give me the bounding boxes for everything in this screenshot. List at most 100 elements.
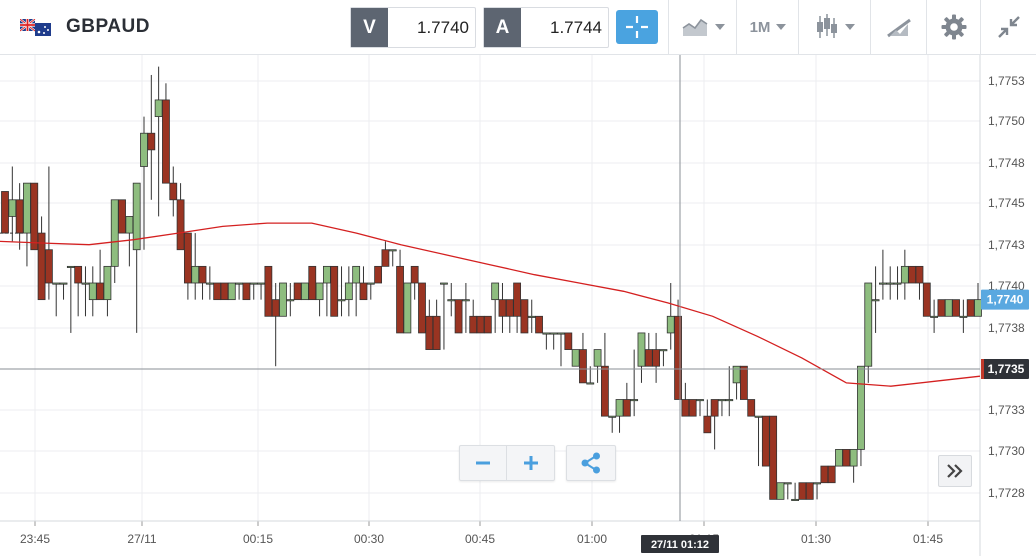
y-tick-label: 1,7733 [988, 403, 1025, 417]
chevron-down-icon [715, 24, 725, 30]
candle-body-up [81, 282, 90, 285]
candle-body-down [198, 265, 207, 284]
candle-body-up [886, 282, 895, 285]
candle-body-down [520, 299, 529, 334]
candle [871, 266, 880, 333]
candle-body-up [718, 399, 726, 402]
candle-body-up [571, 349, 580, 367]
candle [652, 332, 661, 383]
candle [271, 283, 280, 367]
candle-body-down [308, 265, 317, 301]
candle-body-up [235, 282, 244, 285]
area-chart-icon [682, 18, 708, 36]
candle-body-down [396, 265, 404, 334]
candle-body-up [132, 182, 141, 251]
candle [59, 282, 68, 300]
candle-body-up [754, 415, 763, 418]
instrument-symbol[interactable]: GBPAUD [66, 16, 150, 37]
y-tick-label: 1,7728 [988, 486, 1025, 500]
candle-body-down [176, 199, 185, 251]
candle-body-up [930, 315, 939, 318]
candle-body-down [908, 265, 917, 284]
drawing-tools-button[interactable] [870, 0, 927, 54]
candle-body-down [820, 465, 829, 484]
candle [579, 332, 587, 384]
candle [476, 315, 485, 334]
candle-body-up [352, 265, 361, 284]
scroll-to-latest-button[interactable] [938, 455, 972, 487]
candle-body-down [469, 315, 478, 334]
candle-body-up [593, 349, 602, 367]
candle [600, 332, 609, 417]
y-tick-label: 1,7730 [988, 444, 1025, 458]
candle-body-down [739, 365, 748, 400]
y-tick-label: 1,7750 [988, 114, 1025, 128]
candle-body-down [915, 265, 924, 284]
candle [930, 299, 939, 333]
candle [622, 382, 631, 417]
candle [864, 282, 873, 383]
candle [469, 299, 478, 334]
candle-body-down [271, 299, 280, 317]
timeframe-dropdown[interactable]: 1M [736, 0, 799, 54]
candle [761, 415, 770, 467]
crosshair-button[interactable] [616, 10, 658, 44]
candle [118, 199, 126, 234]
candle [447, 283, 456, 317]
price-chart[interactable]: 1,77531,77501,77481,77451,77431,77401,77… [0, 55, 1036, 556]
candle-body-down [242, 282, 251, 301]
candle-body-up [249, 282, 258, 285]
candle [805, 482, 814, 500]
candle [125, 216, 134, 267]
collapse-icon [998, 16, 1020, 38]
candle [169, 166, 178, 217]
candle [301, 282, 309, 301]
candle-body-up [440, 282, 448, 285]
candle [769, 415, 778, 500]
candle-body-down [15, 199, 24, 234]
chart-type-dropdown[interactable] [668, 0, 737, 54]
share-button[interactable] [567, 446, 615, 480]
candle [718, 399, 726, 417]
candle-body-up [637, 332, 646, 367]
gb-au-flag-icon [20, 19, 51, 36]
sell-price-button[interactable]: V 1.7740 [350, 7, 476, 48]
candle-body-down [169, 182, 178, 201]
candle-body-down [374, 265, 383, 284]
candle-body-up [88, 282, 97, 301]
candle-body-up [191, 265, 200, 284]
candle-body-up [776, 482, 785, 500]
candle [154, 66, 163, 217]
zoom-in-button[interactable] [507, 446, 554, 480]
candle [674, 299, 682, 400]
candle-style-dropdown[interactable] [798, 0, 871, 54]
collapse-button[interactable] [980, 0, 1036, 54]
candle-body-down [410, 265, 419, 284]
share-controls [566, 445, 616, 481]
candle [915, 265, 924, 300]
candle [213, 282, 222, 301]
candle-body-up [893, 282, 902, 285]
candle-body-down [681, 399, 690, 417]
candle [483, 315, 492, 334]
candle [15, 183, 24, 250]
settings-button[interactable] [926, 0, 981, 54]
candle [344, 266, 353, 317]
x-tick-label: 23:45 [20, 532, 50, 546]
candle-body-up [322, 265, 331, 284]
candle-body-down [432, 315, 441, 350]
candle [659, 349, 668, 367]
candle [322, 265, 331, 317]
candle [88, 266, 97, 317]
candle-body-up [783, 482, 792, 485]
x-tick-label: 01:45 [913, 532, 943, 546]
candle [227, 282, 236, 301]
candle [893, 266, 902, 300]
candle [74, 265, 83, 317]
candle-body-up [227, 282, 236, 301]
candle [96, 249, 105, 301]
zoom-out-button[interactable] [460, 446, 507, 480]
candle-body-down [827, 465, 836, 484]
y-tick-label: 1,7738 [988, 321, 1025, 335]
buy-price-button[interactable]: A 1.7744 [483, 7, 609, 48]
